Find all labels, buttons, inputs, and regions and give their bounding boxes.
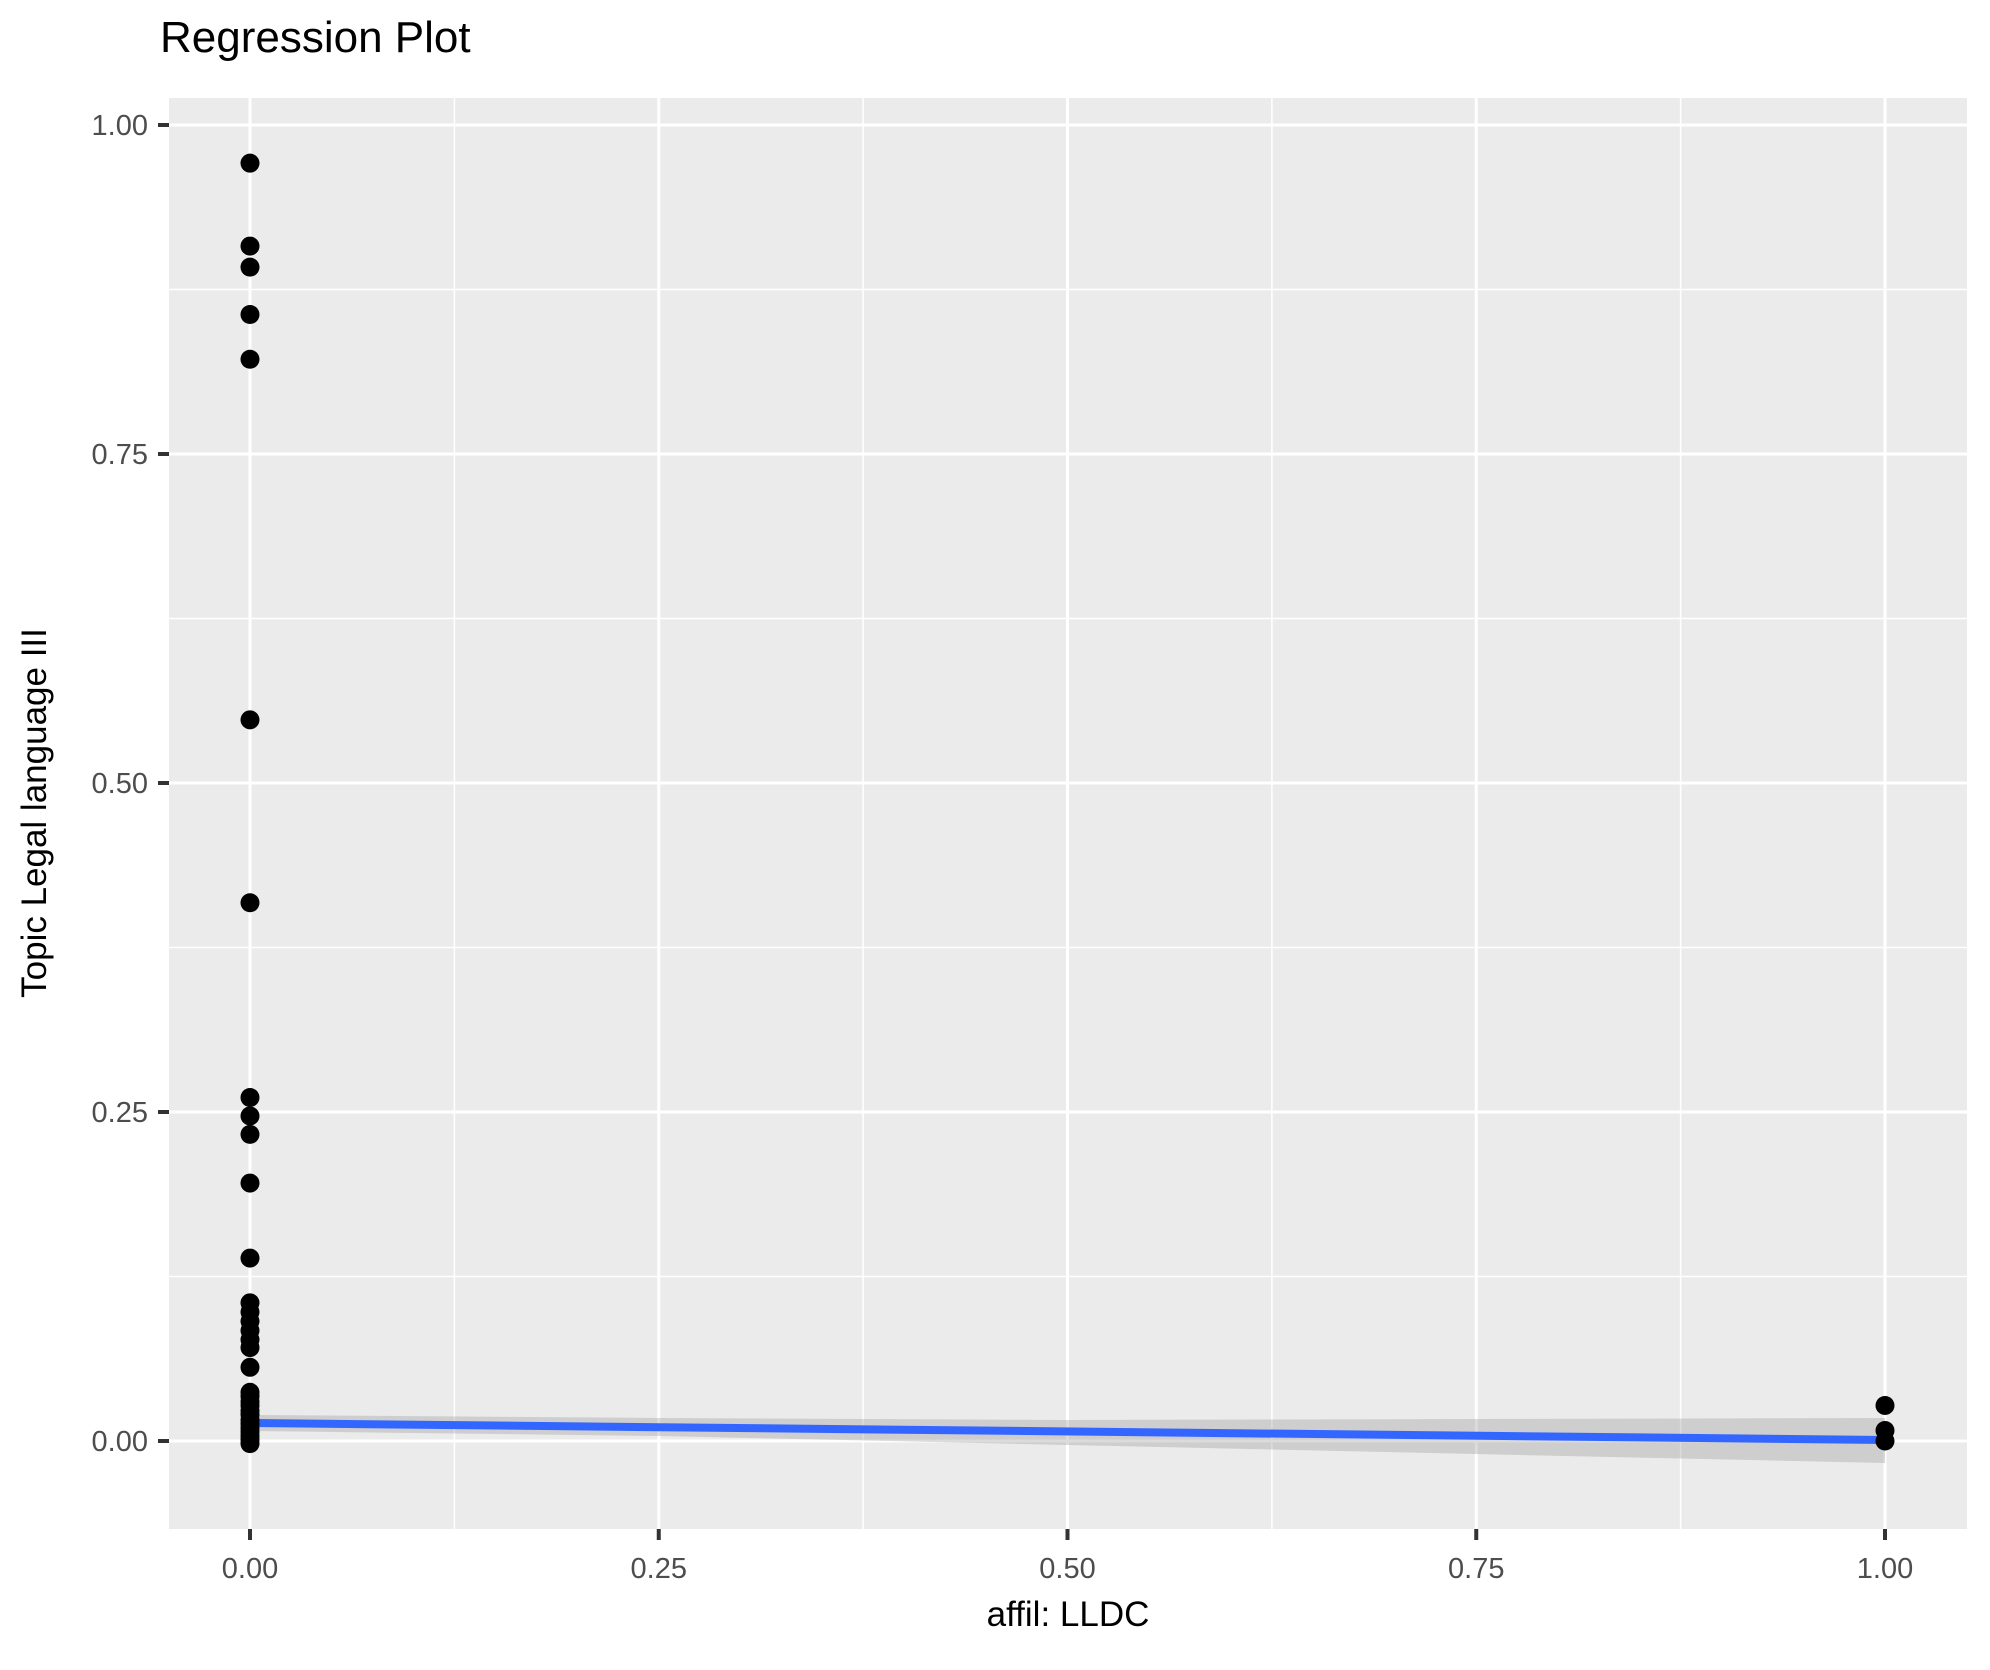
x-axis-title: affil: LLDC — [987, 1595, 1150, 1634]
major-gridlines — [169, 98, 1967, 1529]
data-point — [240, 1248, 260, 1268]
data-point — [240, 1357, 260, 1377]
data-point — [240, 1088, 260, 1108]
data-point — [240, 1338, 260, 1358]
x-tick-label: 0.00 — [222, 1553, 278, 1585]
x-tick-label: 0.75 — [1448, 1553, 1504, 1585]
data-point — [240, 1124, 260, 1144]
data-points — [240, 153, 1895, 1454]
data-point — [1875, 1431, 1895, 1451]
y-tick-label: 1.00 — [92, 110, 148, 142]
x-axis-tick-labels: 0.00 0.25 0.50 0.75 1.00 — [222, 1553, 1913, 1585]
x-tick-label: 0.25 — [631, 1553, 687, 1585]
axis-tick-marks — [158, 123, 1887, 1540]
data-point — [240, 893, 260, 913]
data-point — [240, 1434, 260, 1454]
x-tick-label: 0.50 — [1039, 1553, 1095, 1585]
y-tick-label: 0.50 — [92, 768, 148, 800]
regression-line — [249, 1418, 1886, 1444]
y-tick-label: 0.00 — [92, 1426, 148, 1458]
data-point — [240, 1173, 260, 1193]
plot-title: Regression Plot — [160, 13, 471, 62]
data-point — [240, 349, 260, 369]
y-axis-tick-labels: 0.00 0.25 0.50 0.75 1.00 — [92, 110, 148, 1458]
data-point — [240, 236, 260, 256]
regression-line-segment — [249, 1418, 1886, 1444]
data-point — [240, 305, 260, 325]
data-point — [240, 1106, 260, 1126]
x-tick-label: 1.00 — [1857, 1553, 1913, 1585]
data-point — [240, 153, 260, 173]
y-axis-title: Topic Legal language III — [15, 628, 54, 998]
y-tick-label: 0.75 — [92, 439, 148, 471]
data-point — [1875, 1395, 1895, 1415]
y-tick-label: 0.25 — [92, 1097, 148, 1129]
data-point — [240, 710, 260, 730]
data-point — [240, 257, 260, 277]
